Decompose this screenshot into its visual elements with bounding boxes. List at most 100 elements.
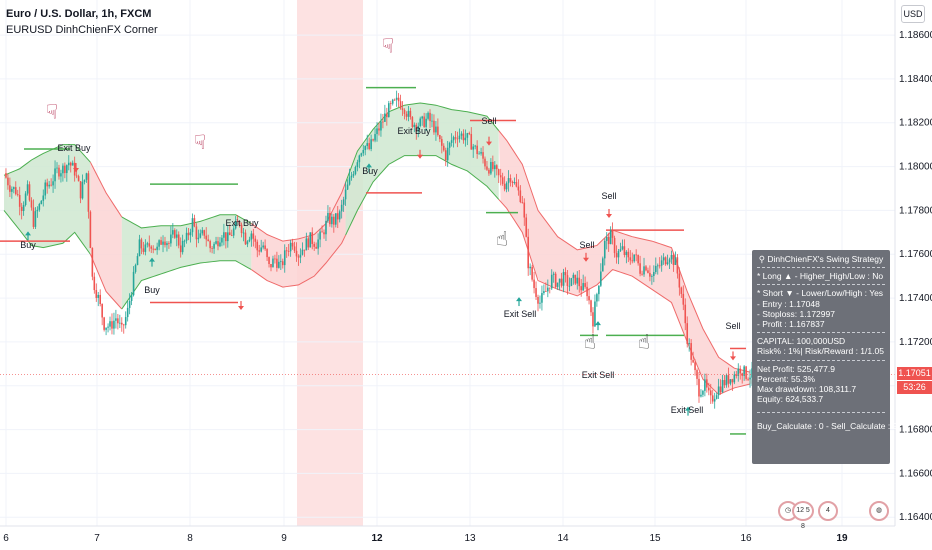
stoploss-line: - Stoploss: 1.172997 [757, 308, 835, 319]
x-tick-8: 16 [740, 533, 752, 544]
candle-body-192 [380, 121, 382, 131]
candle-body-210 [415, 124, 418, 132]
calc-line: Buy_Calculate : 0 - Sell_Calculate : 9 [757, 421, 898, 432]
candle-body-294 [580, 286, 582, 291]
candle-body-174 [344, 189, 347, 200]
annotation-6: Sell [481, 116, 496, 126]
candle-body-297 [586, 286, 588, 297]
candle-body-222 [439, 135, 441, 140]
candle-body-368 [725, 375, 728, 386]
band-lower-5 [498, 199, 751, 396]
candle-body-59 [119, 322, 121, 324]
candle-body-198 [391, 99, 394, 104]
short-line: * Short ▼ - Lower/Low/High : Yes [757, 288, 884, 299]
event-badge-2[interactable]: 12 5 8 [792, 501, 814, 530]
event-badge-3[interactable]: 4 [818, 501, 838, 521]
candle-body-224 [442, 145, 445, 151]
panel-title: ⚲ DinhChienFX's Swing Strategy [758, 254, 884, 264]
candle-body-97 [193, 218, 196, 227]
candle-body-332 [655, 265, 657, 273]
time-axis[interactable]: 6 7 8 9 12 13 14 15 16 19 [3, 533, 848, 544]
candle-body-336 [662, 257, 665, 261]
arrow-down-head-5 [417, 154, 423, 159]
candle-body-233 [460, 133, 463, 136]
candle-body-292 [576, 277, 579, 284]
candle-body-323 [637, 255, 639, 264]
currency-button[interactable]: USD [901, 5, 925, 23]
candle-body-168 [333, 216, 335, 225]
candle-body-265 [523, 202, 526, 218]
candle-body-188 [372, 139, 374, 141]
price-axis[interactable]: 1.18600 1.18400 1.18200 1.18000 1.17800 1.176… [894, 0, 932, 526]
candle-body-257 [507, 178, 510, 184]
candle-body-286 [564, 272, 567, 276]
candle-body-78 [156, 246, 158, 250]
x-tick-0: 6 [3, 533, 9, 544]
candle-body-304 [600, 271, 602, 286]
candle-body-143 [283, 250, 286, 266]
candle-body-305 [601, 258, 604, 272]
candle-body-230 [454, 137, 457, 139]
candle-body-217 [429, 112, 431, 122]
candle-body-293 [578, 277, 581, 287]
candle-body-245 [484, 158, 486, 167]
candle-body-77 [154, 248, 156, 250]
candle-body-271 [535, 288, 537, 297]
candle-body-11 [24, 193, 27, 205]
candle-body-140 [278, 261, 280, 268]
candle-body-276 [545, 291, 547, 292]
candle-body-343 [676, 257, 679, 274]
candle-body-54 [109, 321, 111, 327]
candle-body-64 [128, 300, 131, 308]
candle-body-8 [18, 194, 21, 207]
candle-body-4 [11, 188, 13, 192]
candle-body-65 [130, 295, 133, 301]
candle-body-16 [34, 211, 37, 227]
candle-body-312 [615, 253, 618, 258]
candle-body-377 [743, 366, 745, 376]
candle-body-33 [67, 162, 70, 166]
thumb-icons: ☟ ☟ ☟ ☝ ☝ ☝ [46, 34, 650, 354]
candle-body-35 [71, 162, 74, 166]
arrow-up-head-9 [595, 321, 601, 326]
candle-body-231 [456, 138, 459, 140]
candle-body-341 [672, 255, 675, 265]
candle-body-163 [323, 232, 325, 235]
candle-body-19 [40, 200, 43, 205]
indicator-title[interactable]: EURUSD DinhChienFX Corner [6, 24, 158, 36]
candle-body-221 [437, 126, 439, 136]
candle-body-101 [201, 230, 204, 234]
candle-body-41 [83, 179, 86, 182]
y-tick-3: 1.18000 [899, 162, 932, 173]
candle-body-95 [189, 232, 192, 236]
arrow-up-head-4 [366, 163, 372, 168]
candle-body-116 [230, 235, 233, 236]
candle-body-129 [256, 241, 259, 251]
candle-body-125 [248, 239, 251, 242]
annotation-1: Buy [20, 240, 36, 250]
candle-body-249 [492, 161, 494, 170]
candle-body-115 [228, 232, 231, 236]
candle-body-29 [60, 173, 62, 177]
band-upper-4 [345, 102, 500, 183]
candle-body-85 [170, 234, 172, 244]
candle-body-62 [124, 317, 127, 326]
arrow-down-head-6 [486, 141, 492, 146]
symbol-title[interactable]: Euro / U.S. Dollar, 1h, FXCM [6, 8, 152, 20]
candle-body-72 [144, 244, 147, 252]
candle-body-260 [513, 182, 516, 184]
candle-body-259 [511, 181, 514, 184]
annotation-9: Exit Sell [504, 309, 537, 319]
candle-body-90 [179, 245, 182, 253]
arrow-up-head-7 [516, 297, 522, 302]
candle-body-38 [77, 176, 80, 182]
candle-body-151 [299, 254, 302, 258]
candle-body-91 [181, 240, 184, 253]
candle-body-337 [664, 257, 667, 265]
event-badge-4[interactable]: ◍ [869, 501, 889, 521]
candle-body-154 [305, 238, 308, 251]
candle-body-68 [136, 256, 139, 266]
thumbs-down-icon: ☟ [46, 99, 58, 123]
candle-body-277 [547, 287, 549, 292]
candle-body-256 [505, 183, 508, 190]
